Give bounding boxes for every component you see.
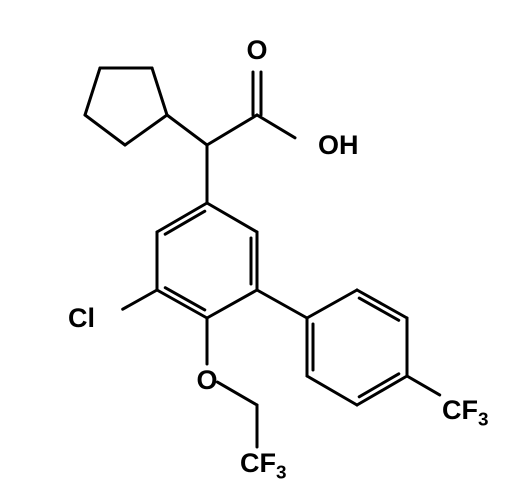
lbl-oh: OH	[318, 132, 359, 159]
lbl-cf3-b: CF3	[442, 397, 489, 424]
bond-svg	[0, 0, 519, 500]
lbl-o-ether: O	[196, 367, 217, 394]
lbl-cl: Cl	[68, 305, 95, 332]
lbl-cf3-a: CF3	[240, 450, 287, 477]
lbl-o-dbl: O	[246, 37, 267, 64]
chemical-structure: O OH Cl O CF3 CF3	[0, 0, 519, 500]
